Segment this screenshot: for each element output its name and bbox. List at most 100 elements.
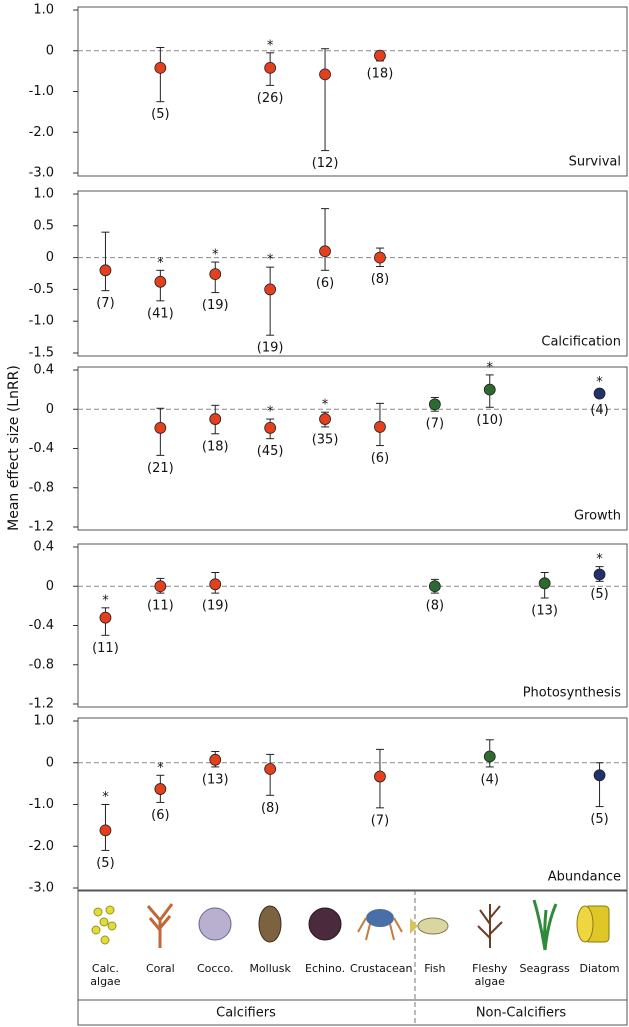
n-label: (6) xyxy=(316,276,334,291)
y-tick-label: -0.5 xyxy=(29,282,54,297)
point xyxy=(319,413,331,425)
point xyxy=(428,580,441,593)
significance: * xyxy=(596,375,603,390)
n-label: (7) xyxy=(426,417,444,432)
significance: * xyxy=(102,593,109,608)
significance: * xyxy=(267,38,274,53)
y-tick-label: -1.0 xyxy=(29,84,54,99)
y-tick-label: 0.5 xyxy=(33,218,54,233)
point xyxy=(154,61,167,74)
n-label: (4) xyxy=(481,772,499,787)
n-label: (19) xyxy=(202,298,229,313)
y-tick-label: 1.0 xyxy=(33,3,54,18)
point xyxy=(374,770,386,783)
n-label: (19) xyxy=(257,341,284,356)
y-tick-label: -3.0 xyxy=(29,166,54,181)
category-label: Calc. algae xyxy=(90,962,121,988)
panel-frame xyxy=(77,543,628,708)
point xyxy=(154,275,167,288)
category-label: Coral xyxy=(145,962,175,975)
icon-crustacean xyxy=(357,909,403,941)
category-label: Mollusk xyxy=(249,962,291,975)
n-label: (4) xyxy=(590,403,608,418)
point xyxy=(319,245,331,258)
significance: * xyxy=(267,405,274,420)
y-tick-label: -1.5 xyxy=(29,346,54,361)
point xyxy=(154,421,167,434)
category-box xyxy=(77,889,628,1026)
n-label: (8) xyxy=(371,272,389,287)
significance: * xyxy=(596,552,603,567)
point xyxy=(209,413,222,425)
point xyxy=(483,383,496,396)
category-label: Crustacean xyxy=(349,962,413,975)
icon-coral xyxy=(146,903,174,948)
significance: * xyxy=(212,248,219,263)
n-label: (6) xyxy=(151,808,169,823)
significance: * xyxy=(157,761,164,776)
y-tick-label: -1.0 xyxy=(29,797,54,812)
icon-diatom xyxy=(576,905,610,943)
point xyxy=(209,578,222,591)
n-label: (11) xyxy=(147,599,174,614)
n-label: (12) xyxy=(312,156,339,171)
group-label: Calcifiers xyxy=(216,1006,276,1021)
icon-mollusk xyxy=(258,905,282,943)
icon-cocco xyxy=(198,907,232,941)
y-tick-label: 0.4 xyxy=(33,363,54,378)
y-tick-label: -2.0 xyxy=(29,125,54,140)
y-tick-label: 0 xyxy=(46,250,54,265)
category-label: Cocco. xyxy=(196,962,234,975)
n-label: (26) xyxy=(257,91,284,106)
n-label: (5) xyxy=(151,107,169,122)
y-tick-label: 0 xyxy=(46,579,54,594)
icon-seagrass xyxy=(532,899,558,951)
icon-calc-algae xyxy=(91,905,117,945)
group-label: Non-Calcifiers xyxy=(476,1006,567,1021)
panel-title: Calcification xyxy=(541,335,621,350)
n-label: (35) xyxy=(312,432,339,447)
point xyxy=(264,763,277,775)
y-tick-label: 1.0 xyxy=(33,187,54,202)
y-tick-label: -2.0 xyxy=(29,839,54,854)
point xyxy=(593,387,606,400)
n-label: (13) xyxy=(202,772,229,787)
n-label: (19) xyxy=(202,599,229,614)
y-tick-label: 0 xyxy=(46,402,54,417)
y-tick-label: -0.4 xyxy=(29,618,54,633)
point xyxy=(538,577,551,590)
point xyxy=(264,283,277,296)
n-label: (45) xyxy=(257,444,284,459)
y-tick-label: -3.0 xyxy=(29,881,54,896)
y-tick-label: 0.4 xyxy=(33,540,54,555)
y-tick-label: -0.4 xyxy=(29,441,54,456)
panel-title: Growth xyxy=(574,509,621,524)
category-label: Diatom xyxy=(579,962,620,975)
n-label: (11) xyxy=(92,641,119,656)
n-label: (5) xyxy=(590,587,608,602)
n-label: (5) xyxy=(590,812,608,827)
n-label: (10) xyxy=(476,413,503,428)
icon-fish xyxy=(410,917,449,935)
y-axis-label: Mean effect size (LnRR) xyxy=(6,365,22,531)
point xyxy=(154,580,167,593)
point xyxy=(209,268,222,281)
significance: * xyxy=(102,790,109,805)
point xyxy=(374,421,386,433)
significance: * xyxy=(322,398,329,413)
point xyxy=(483,750,496,763)
category-label: Echino. xyxy=(305,962,346,975)
y-tick-label: -1.0 xyxy=(29,314,54,329)
panel-frame xyxy=(77,717,628,892)
point xyxy=(99,264,112,277)
y-tick-label: -0.8 xyxy=(29,480,54,495)
y-tick-label: 0 xyxy=(46,755,54,770)
point xyxy=(593,769,606,782)
n-label: (18) xyxy=(367,66,394,81)
category-label: Seagrass xyxy=(519,962,570,975)
y-tick-label: 0 xyxy=(46,43,54,58)
point xyxy=(264,61,277,74)
significance: * xyxy=(487,360,494,375)
category-label: Fish xyxy=(424,962,446,975)
